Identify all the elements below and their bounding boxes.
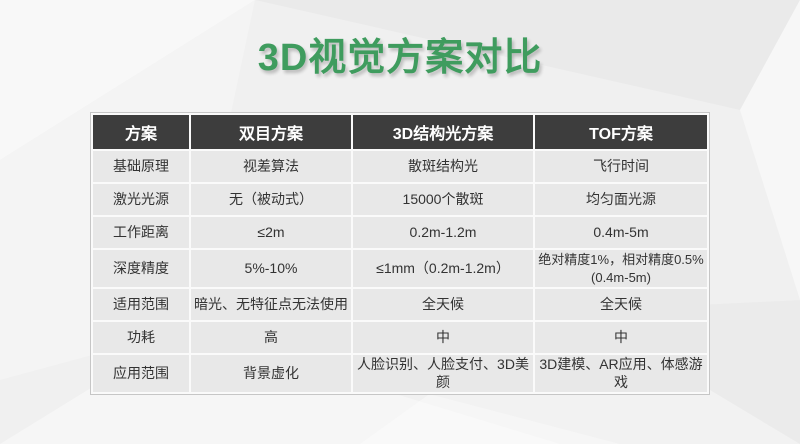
row-label: 基础原理 bbox=[93, 151, 189, 182]
row-label: 工作距离 bbox=[93, 217, 189, 248]
slide-title: 3D视觉方案对比 bbox=[257, 37, 543, 79]
table-row-principle: 基础原理 视差算法 散斑结构光 飞行时间 bbox=[93, 151, 707, 182]
table-cell: 均匀面光源 bbox=[535, 184, 707, 215]
table-row-applications: 应用范围 背景虚化 人脸识别、人脸支付、3D美颜 3D建模、AR应用、体感游戏 bbox=[93, 355, 707, 393]
table-cell: 无（被动式） bbox=[191, 184, 351, 215]
table-cell: 背景虚化 bbox=[191, 355, 351, 393]
header-cell-structured-light: 3D结构光方案 bbox=[353, 115, 533, 149]
table-row-depth-accuracy: 深度精度 5%-10% ≤1mm（0.2m-1.2m） 绝对精度1%，相对精度0… bbox=[93, 250, 707, 288]
row-label: 功耗 bbox=[93, 322, 189, 354]
row-label: 深度精度 bbox=[93, 250, 189, 288]
row-label: 适用范围 bbox=[93, 289, 189, 321]
table-row-power-consumption: 功耗 高 中 中 bbox=[93, 322, 707, 354]
row-label: 激光光源 bbox=[93, 184, 189, 215]
table-cell: 人脸识别、人脸支付、3D美颜 bbox=[353, 355, 533, 393]
header-cell-binocular: 双目方案 bbox=[191, 115, 351, 149]
row-label: 应用范围 bbox=[93, 355, 189, 393]
table-cell: 3D建模、AR应用、体感游戏 bbox=[535, 355, 707, 393]
table-cell: 中 bbox=[535, 322, 707, 354]
table-header-row: 方案 双目方案 3D结构光方案 TOF方案 bbox=[93, 115, 707, 149]
header-cell-scheme: 方案 bbox=[93, 115, 189, 149]
table-row-working-distance: 工作距离 ≤2m 0.2m-1.2m 0.4m-5m bbox=[93, 217, 707, 248]
table-row-applicable-range: 适用范围 暗光、无特征点无法使用 全天候 全天候 bbox=[93, 289, 707, 321]
table-cell: 0.2m-1.2m bbox=[353, 217, 533, 248]
table-cell: 视差算法 bbox=[191, 151, 351, 182]
table-cell: 中 bbox=[353, 322, 533, 354]
table-cell: 高 bbox=[191, 322, 351, 354]
header-cell-tof: TOF方案 bbox=[535, 115, 707, 149]
table-cell: 散斑结构光 bbox=[353, 151, 533, 182]
comparison-table-container: 方案 双目方案 3D结构光方案 TOF方案 基础原理 视差算法 散斑结构光 飞行… bbox=[90, 112, 710, 396]
table-cell: 5%-10% bbox=[191, 250, 351, 288]
table-cell: ≤1mm（0.2m-1.2m） bbox=[353, 250, 533, 288]
table-cell: 0.4m-5m bbox=[535, 217, 707, 248]
table-cell: 暗光、无特征点无法使用 bbox=[191, 289, 351, 321]
table-cell: ≤2m bbox=[191, 217, 351, 248]
table-cell: 15000个散斑 bbox=[353, 184, 533, 215]
table-cell: 飞行时间 bbox=[535, 151, 707, 182]
table-cell: 全天候 bbox=[535, 289, 707, 321]
comparison-table: 方案 双目方案 3D结构光方案 TOF方案 基础原理 视差算法 散斑结构光 飞行… bbox=[91, 113, 709, 394]
table-cell: 全天候 bbox=[353, 289, 533, 321]
table-cell: 绝对精度1%，相对精度0.5% (0.4m-5m) bbox=[535, 250, 707, 288]
table-row-light-source: 激光光源 无（被动式） 15000个散斑 均匀面光源 bbox=[93, 184, 707, 215]
